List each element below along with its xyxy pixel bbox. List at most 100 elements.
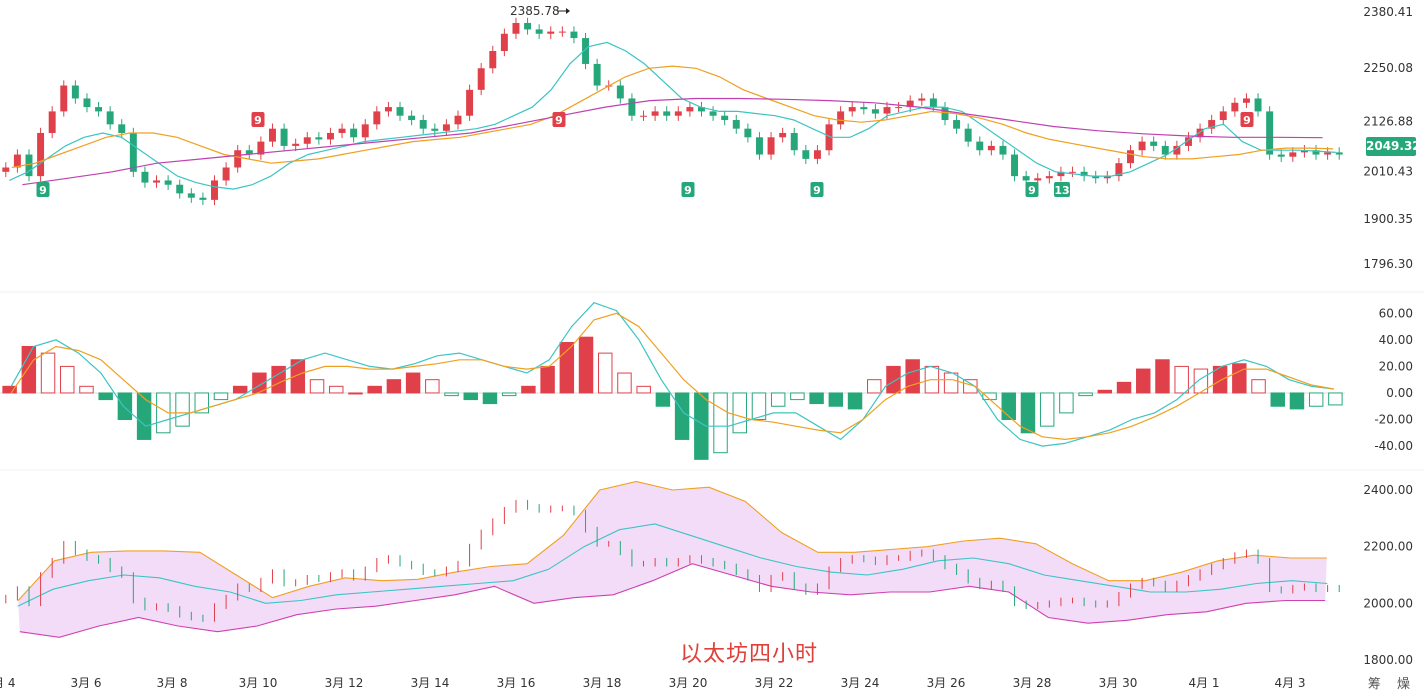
macd-histogram-bar <box>117 392 133 421</box>
high-annotation: 2385.78 <box>510 4 570 18</box>
td-marker-label: 9 <box>1243 114 1251 127</box>
macd-histogram-bar <box>21 345 37 394</box>
candle-body <box>466 89 474 116</box>
macd-histogram-bar <box>1232 363 1247 394</box>
macd-histogram-bar <box>790 392 805 401</box>
macd-histogram-bar <box>1308 392 1324 407</box>
macd-histogram-bar <box>175 392 190 427</box>
macd-histogram-bar <box>540 365 555 394</box>
boll-line <box>17 480 1327 601</box>
candle-body <box>338 128 346 133</box>
macd-histogram-bar <box>1059 392 1074 414</box>
y-tick-label: 2000.00 <box>1363 596 1413 610</box>
candle-body <box>292 143 300 146</box>
candle-body <box>373 111 381 125</box>
candle-body <box>1138 141 1146 151</box>
macd-histogram-bar <box>636 385 651 394</box>
candle-body <box>790 132 798 151</box>
candle-body <box>1231 102 1239 112</box>
watermark: 筹 燥 <box>1367 677 1416 692</box>
candle-body <box>953 120 961 129</box>
y-tick-label: -20.00 <box>1374 413 1413 427</box>
candle-body <box>164 180 172 185</box>
candle-body <box>628 98 636 116</box>
candle-body <box>384 107 392 112</box>
candle-body <box>1312 150 1320 155</box>
macd-histogram-bar <box>1020 392 1036 434</box>
candle-body <box>1011 154 1019 177</box>
candle-body <box>825 124 833 151</box>
boll-line <box>17 523 1328 607</box>
macd-histogram-bar <box>559 341 575 394</box>
macd-histogram-bar <box>194 392 209 414</box>
y-tick-label: 0.00 <box>1386 386 1413 400</box>
macd-signal-line <box>10 312 1334 441</box>
candle-body <box>280 128 288 146</box>
td-marker-label: 9 <box>1028 184 1036 197</box>
macd-histogram-bar <box>1039 392 1055 427</box>
x-tick-label: 3月 22 <box>755 676 794 690</box>
candle-body <box>732 120 740 129</box>
candle-body <box>1103 176 1111 179</box>
macd-histogram-bar <box>828 392 844 407</box>
boll-panel <box>5 480 1340 638</box>
macd-histogram-bar <box>463 392 478 401</box>
candle-body <box>37 132 45 177</box>
candle-body <box>976 141 984 151</box>
candle-body <box>1254 98 1262 112</box>
x-tick-label: 3月 10 <box>239 676 278 690</box>
macd-histogram-bar <box>1251 379 1266 394</box>
macd-histogram-bar <box>1270 392 1285 407</box>
macd-histogram-bar <box>232 385 248 394</box>
price-panel <box>2 17 1343 206</box>
y-axis-labels: 2380.41 2250.08 2126.88 2010.43 1900.35 1796.… <box>1363 5 1413 667</box>
macd-histogram-bar <box>1155 359 1170 394</box>
td-markers: 9 9 9 9 9 9 13 9 <box>36 112 1254 197</box>
y-tick-label: -40.00 <box>1374 439 1413 453</box>
candle-body <box>129 132 137 172</box>
candle-body <box>2 167 10 172</box>
macd-histogram-bar <box>886 365 901 394</box>
macd-histogram-bar <box>1097 389 1113 394</box>
candle-body <box>941 107 949 121</box>
candle-body <box>918 98 926 101</box>
macd-histogram-bar <box>309 379 325 394</box>
candle-body <box>454 115 462 125</box>
candle-body <box>60 85 68 112</box>
macd-histogram-bar <box>1116 381 1132 394</box>
candle-body <box>651 111 659 116</box>
candle-body <box>431 128 439 131</box>
candle-body <box>211 180 218 200</box>
candle-body <box>396 107 404 116</box>
macd-histogram-bar <box>943 372 959 394</box>
candle-body <box>744 128 752 138</box>
candle-body <box>1335 152 1343 155</box>
macd-histogram-bar <box>405 372 421 394</box>
candle-body <box>547 31 555 34</box>
moving-average-line <box>11 65 1334 169</box>
candle-body <box>234 150 242 168</box>
macd-histogram-bar <box>60 365 75 394</box>
y-tick-label: 2250.08 <box>1363 61 1413 75</box>
candle-body <box>222 167 230 181</box>
candle-body <box>1289 152 1297 157</box>
candle-body <box>779 132 787 138</box>
macd-histogram-bar <box>213 392 229 401</box>
td-marker-label: 13 <box>1054 184 1069 197</box>
candle-body <box>1208 120 1216 129</box>
macd-histogram-bar <box>271 365 286 394</box>
candle-body <box>663 111 671 116</box>
candle-body <box>837 111 845 125</box>
macd-histogram-bar <box>751 392 767 421</box>
last-price-tag: 2049.32 <box>1366 137 1421 156</box>
candle-body <box>25 154 33 177</box>
macd-histogram-bar <box>367 385 382 394</box>
candle-body <box>535 29 543 34</box>
candle-body <box>408 115 416 121</box>
candle-body <box>118 124 126 133</box>
candle-body <box>593 63 601 86</box>
candle-body <box>257 141 265 155</box>
macd-histogram-bar <box>598 352 613 394</box>
x-tick-label: 3月 28 <box>1013 676 1052 690</box>
